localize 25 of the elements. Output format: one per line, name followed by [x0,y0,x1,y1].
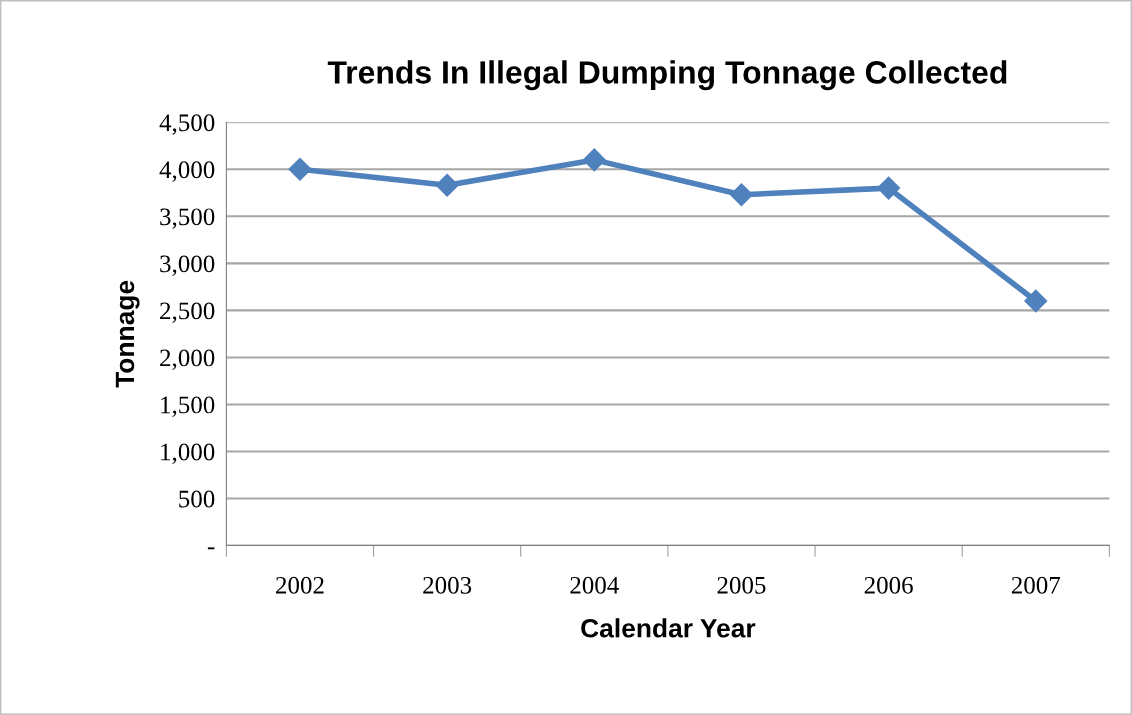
y-tick-label: 2,000 [160,349,215,370]
y-tick-label: 3,500 [160,208,215,229]
point [729,183,753,207]
y-axis-title: Tonnage [115,280,140,388]
point [288,157,312,181]
point [1024,289,1048,313]
chart-title: Trends In Illegal Dumping Tonnage Collected [327,60,1007,91]
x-tick-label: 2002 [276,576,324,594]
y-tick-label: 1,000 [161,443,215,464]
point [435,173,459,197]
x-tick-label: 2004 [570,576,619,594]
x-tick-label: 2006 [864,576,913,594]
y-tick-label: 1,500 [161,396,215,417]
y-tick-label: 4,000 [159,161,215,182]
x-tick-label: 2005 [717,576,766,594]
y-tick-label: 500 [179,490,215,508]
y-tick-label: 3,000 [160,255,215,276]
x-tick-label: 2007 [1011,576,1061,594]
y-tick-label: 4,500 [159,114,215,135]
y-tick-label: 2,500 [160,302,215,323]
y-tick-label: - [207,547,215,550]
x-tick-label: 2003 [423,576,472,594]
x-axis-title: Calendar Year [581,618,756,638]
point [582,148,606,172]
point [877,176,901,200]
